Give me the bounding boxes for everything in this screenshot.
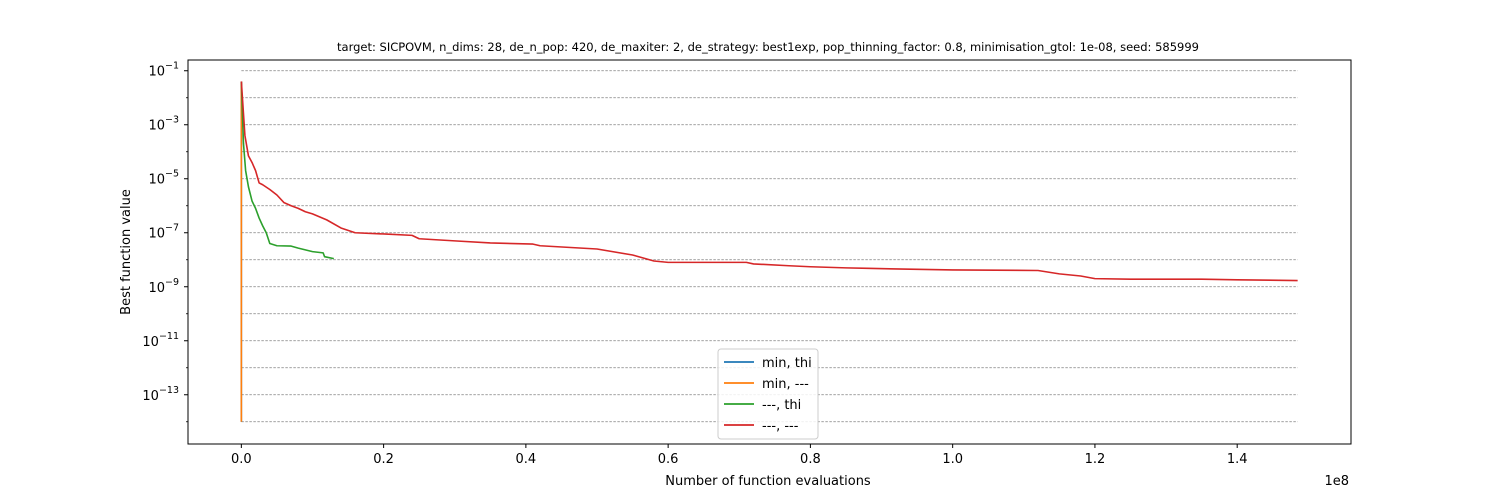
x-axis-offset-text: 1e8 [1324, 474, 1349, 489]
y-tick-label-2: 10−9 [148, 277, 179, 296]
legend-label-3: ---, --- [762, 419, 799, 434]
x-tick-label-6: 1.2 [1085, 452, 1106, 467]
series-line-3 [240, 81, 1298, 282]
y-tick-label-0: 10−13 [142, 385, 179, 404]
series-lines [240, 81, 1298, 422]
x-tick-label-7: 1.4 [1227, 452, 1248, 467]
x-tick-label-5: 1.0 [942, 452, 963, 467]
legend-label-1: min, --- [762, 377, 809, 392]
x-tick-label-3: 0.6 [658, 452, 679, 467]
x-tick-label-2: 0.4 [516, 452, 537, 467]
plot-frame [187, 59, 1352, 445]
y-axis-label: Best function value [119, 189, 134, 315]
x-axis: 0.0 0.2 0.4 0.6 0.8 1.0 1.2 1.4 [231, 444, 1248, 467]
y-tick-label-3: 10−7 [148, 223, 179, 242]
y-tick-label-5: 10−3 [148, 115, 179, 134]
y-tick-label-1: 10−11 [142, 331, 179, 350]
legend-label-2: ---, thi [762, 398, 801, 413]
y-tick-label-6: 10−1 [148, 61, 179, 80]
legend: min, thi min, --- ---, thi ---, --- [717, 348, 819, 440]
legend-box [717, 348, 819, 440]
x-tick-label-4: 0.8 [800, 452, 821, 467]
x-tick-label-0: 0.0 [231, 452, 252, 467]
legend-label-0: min, thi [762, 356, 812, 371]
x-tick-label-1: 0.2 [373, 452, 394, 467]
y-tick-label-4: 10−5 [148, 169, 179, 188]
chart-title: target: SICPOVM, n_dims: 28, de_n_pop: 4… [337, 40, 1199, 54]
y-axis: 10−13 10−11 10−9 10−7 10−5 10−3 10−1 [142, 61, 188, 423]
x-axis-label: Number of function evaluations [665, 474, 871, 489]
series-line-2 [240, 81, 334, 260]
